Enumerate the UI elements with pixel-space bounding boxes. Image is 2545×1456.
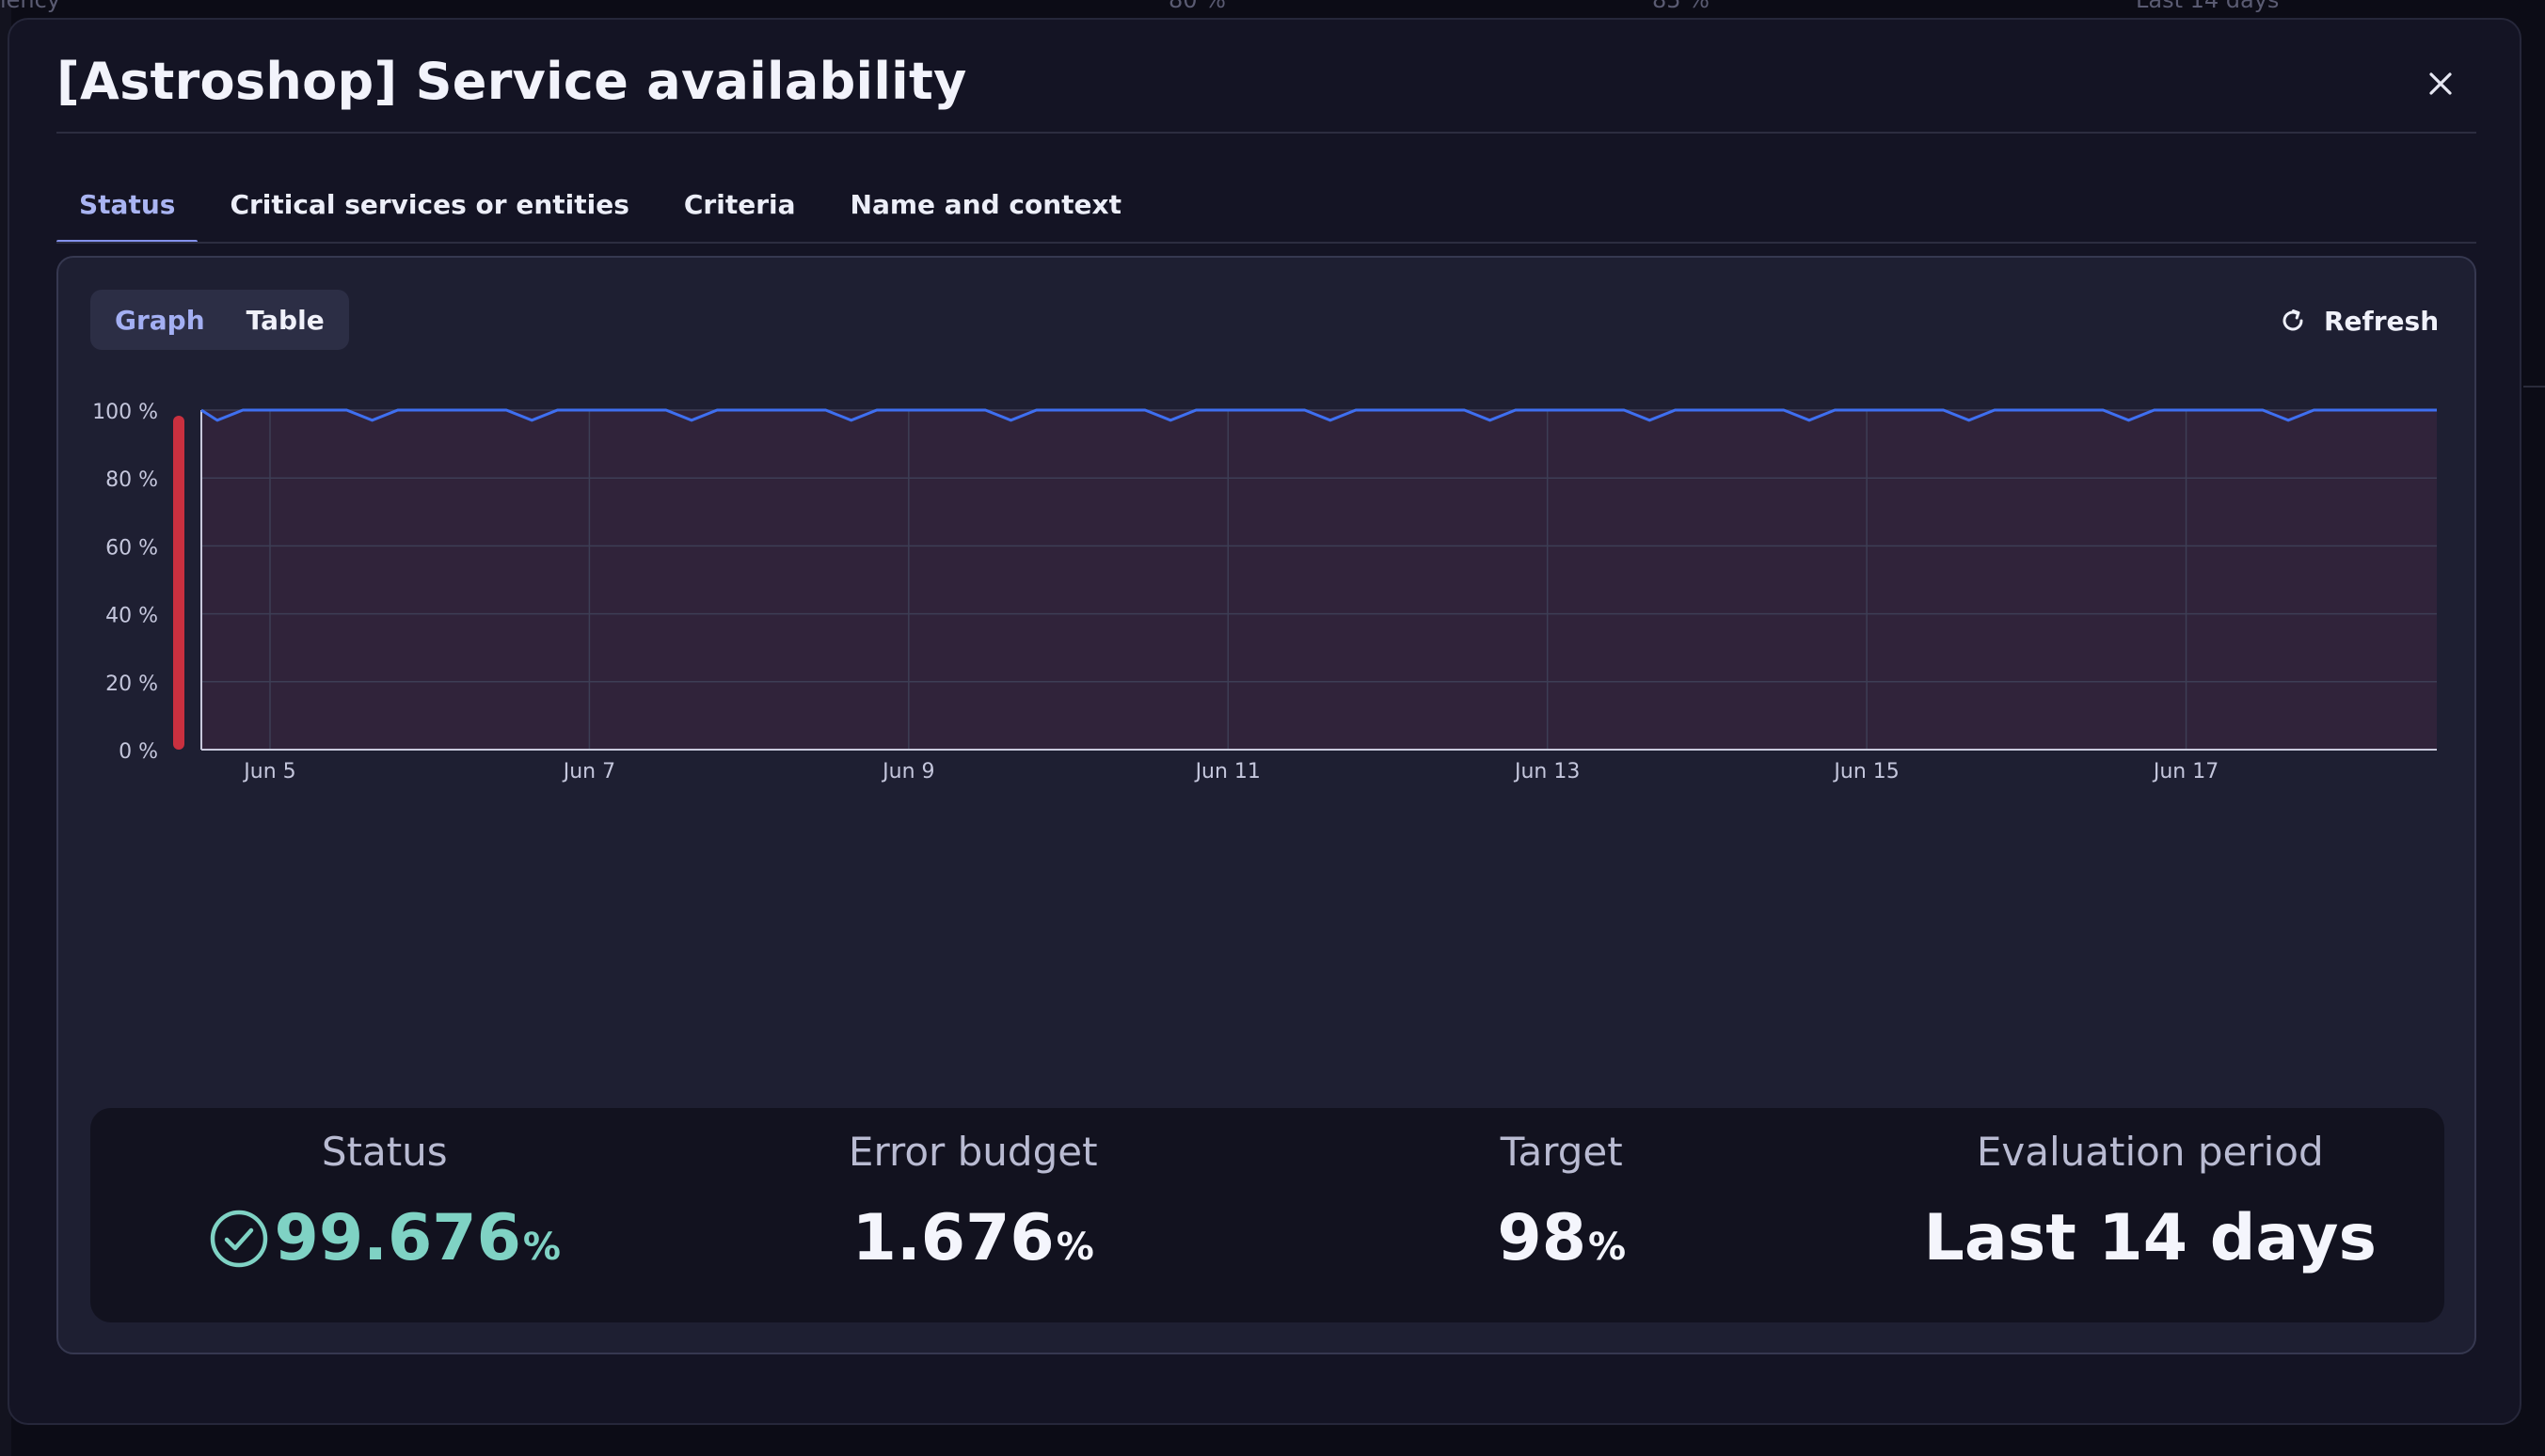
y-tick-label: 0 % [119,740,158,764]
stat-unit: % [1588,1226,1627,1269]
x-tick-label: Jun 13 [1513,760,1580,783]
modal-title: [Astroshop] Service availability [56,52,967,111]
background-text: Last 14 days [2136,0,2280,13]
close-icon [2429,72,2452,95]
y-tick-label: 80 % [105,468,158,492]
tab-bar: Status Critical services or entities Cri… [56,161,1144,244]
x-tick-label: Jun 5 [242,760,295,783]
stat-number: Last 14 days [1923,1201,2377,1275]
background-text: 80 % [1169,0,1226,13]
status-indicator-bar [173,416,184,750]
graph-toggle-button[interactable]: Graph [115,304,205,336]
summary-stats: Status 99.676 % Error budget 1.676 % [90,1108,2444,1322]
background-text: iency [0,0,61,13]
y-tick-label: 20 % [105,673,158,696]
stat-number: 98 [1497,1201,1587,1275]
stat-value: 98 % [1497,1201,1626,1275]
stat-label: Target [1500,1129,1623,1175]
x-tick-label: Jun 17 [2152,760,2219,783]
refresh-icon [2283,309,2303,331]
stat-label: Error budget [848,1129,1098,1175]
stat-status: Status 99.676 % [90,1108,679,1322]
availability-chart: 100 % 80 % 60 % 40 % 20 % 0 % Jun 5 Jun 7 Jun 9 J… [92,401,2437,783]
stat-label: Status [321,1129,448,1175]
availability-line [200,408,2437,422]
refresh-button[interactable]: Refresh [2279,297,2439,344]
stat-number: 1.676 [851,1201,1055,1275]
background-divider [2523,386,2545,388]
tabs-divider [56,242,2476,244]
stat-unit: % [1056,1226,1094,1269]
x-tick-label: Jun 7 [562,760,615,783]
stat-value: 1.676 % [852,1201,1094,1275]
stat-error-budget: Error budget 1.676 % [679,1108,1268,1322]
background-text: 85 % [1652,0,1710,13]
stat-number: 99.676 [274,1201,521,1275]
y-tick-label: 100 % [92,401,158,424]
header-divider [56,132,2476,134]
stat-value: Last 14 days [1924,1201,2377,1275]
x-tick-label: Jun 15 [1832,760,1899,783]
slo-details-modal: [Astroshop] Service availability Status … [8,18,2521,1425]
tab-criteria[interactable]: Criteria [683,189,796,220]
tab-name-and-context[interactable]: Name and context [850,189,1121,220]
table-toggle-button[interactable]: Table [246,304,325,336]
refresh-label: Refresh [2324,305,2440,337]
close-button[interactable] [2418,61,2463,106]
y-tick-label: 60 % [105,536,158,560]
check-circle-icon [210,1210,267,1267]
stat-unit: % [522,1226,561,1269]
stat-target: Target 98 % [1267,1108,1856,1322]
y-tick-label: 40 % [105,605,158,628]
stat-value: 99.676 % [209,1201,561,1275]
view-toggle: Graph Table [90,290,349,350]
x-tick-label: Jun 11 [1194,760,1261,783]
stat-evaluation-period: Evaluation period Last 14 days [1856,1108,2445,1322]
chart-plot-area [201,410,2437,750]
stat-label: Evaluation period [1976,1129,2324,1175]
status-panel: Graph Table Refresh 100 % 80 % 60 % 40 % 20 … [56,256,2476,1354]
x-tick-label: Jun 9 [881,760,934,783]
tab-critical-services[interactable]: Critical services or entities [230,189,629,220]
tab-status[interactable]: Status [56,161,199,244]
